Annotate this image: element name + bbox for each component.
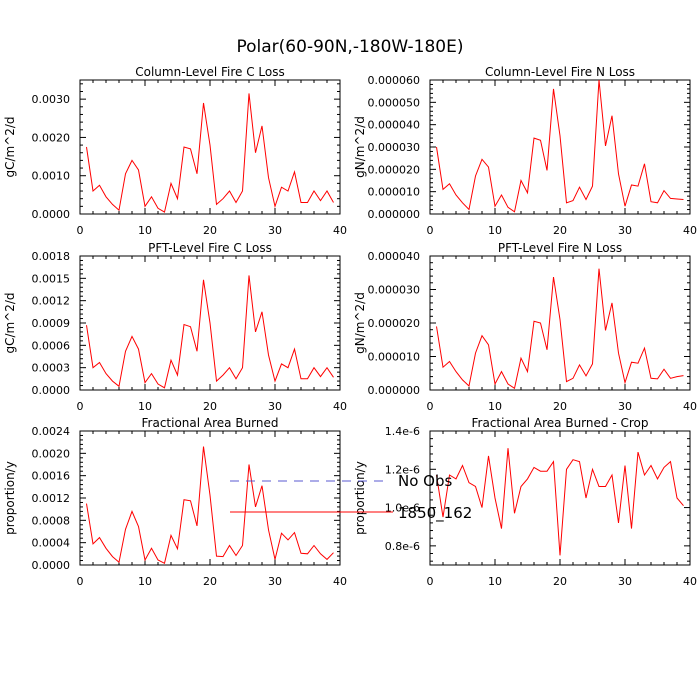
y-tick-label: 0.0020: [32, 447, 71, 460]
x-tick-label: 0: [427, 575, 434, 588]
y-tick-label: 0.000030: [368, 284, 421, 297]
series-line: [436, 268, 684, 390]
chart-fractional-area-burned-crop: Fractional Area Burned - Crop proportion/…: [353, 416, 697, 588]
x-tick-label: 20: [203, 575, 217, 588]
chart-column-c-loss: Column-Level Fire C Loss gC/m^2/d 0 10 20 30 4…: [3, 65, 347, 237]
y-tick-label: 0.0009: [32, 317, 71, 330]
y-tick-label: 0.8e-6: [385, 540, 420, 553]
y-tick-label: 0.0000: [32, 208, 71, 221]
x-tick-label: 0: [77, 575, 84, 588]
y-tick-label: 0.0016: [32, 470, 71, 483]
y-tick-label: 1.4e-6: [385, 425, 420, 438]
series-line: [86, 93, 334, 213]
x-tick-label: 20: [553, 224, 567, 237]
x-tick-label: 10: [488, 575, 502, 588]
y-tick-label: 0.000000: [368, 208, 421, 221]
chart-pft-n-loss: PFT-Level Fire N Loss gN/m^2/d 0 10 20 30 40 0.…: [353, 241, 697, 413]
y-tick-label: 1.0e-6: [385, 502, 420, 515]
y-tick-label: 0.0010: [32, 170, 71, 183]
x-tick-label: 20: [203, 400, 217, 413]
x-tick-label: 40: [333, 400, 347, 413]
x-tick-label: 20: [553, 575, 567, 588]
x-tick-label: 20: [203, 224, 217, 237]
y-tick-label: 0.0015: [32, 272, 71, 285]
x-tick-label: 0: [77, 224, 84, 237]
x-tick-label: 10: [138, 400, 152, 413]
x-tick-label: 10: [138, 224, 152, 237]
chart-pft-c-loss: PFT-Level Fire C Loss gC/m^2/d 0 10 20 30 40 0.…: [3, 241, 347, 413]
y-tick-label: 0.000010: [368, 186, 421, 199]
chart-fractional-area-burned: Fractional Area Burned proportion/y 0 10 20 3…: [3, 416, 347, 588]
legend: No Obs 1850_162: [230, 472, 472, 523]
y-tick-label: 0.000040: [368, 250, 421, 263]
chart-column-n-loss: Column-Level Fire N Loss gN/m^2/d 0 10 20 30 4…: [353, 65, 697, 237]
y-axis-label: proportion/y: [353, 461, 367, 535]
y-axis-label: gN/m^2/d: [353, 292, 367, 354]
y-tick-label: 0.000030: [368, 141, 421, 154]
chart-title: PFT-Level Fire N Loss: [498, 241, 622, 255]
plot-frame: [429, 79, 691, 215]
y-tick-label: 0.0008: [32, 514, 71, 527]
chart-title: PFT-Level Fire C Loss: [148, 241, 272, 255]
y-tick-label: 0.0012: [32, 492, 71, 505]
y-tick-label: 0.000040: [368, 119, 421, 132]
y-tick-label: 0.0004: [32, 537, 71, 550]
chart-title: Fractional Area Burned: [142, 416, 279, 430]
x-tick-label: 40: [683, 400, 697, 413]
x-tick-label: 40: [333, 224, 347, 237]
x-tick-label: 40: [683, 575, 697, 588]
x-tick-label: 30: [268, 400, 282, 413]
y-tick-label: 0.0030: [32, 93, 71, 106]
plot-frame: [429, 430, 691, 566]
y-tick-label: 0.000010: [368, 351, 421, 364]
series-line: [86, 275, 334, 389]
y-tick-label: 0.0012: [32, 295, 71, 308]
series-line: [436, 79, 684, 213]
y-tick-label: 0.000020: [368, 317, 421, 330]
y-tick-label: 0.000020: [368, 163, 421, 176]
x-tick-label: 30: [618, 575, 632, 588]
chart-title: Column-Level Fire C Loss: [135, 65, 285, 79]
y-tick-label: 0.000060: [368, 74, 421, 87]
x-tick-label: 40: [683, 224, 697, 237]
y-tick-label: 0.0006: [32, 339, 71, 352]
x-tick-label: 10: [488, 224, 502, 237]
y-axis-label: gN/m^2/d: [353, 116, 367, 178]
x-tick-label: 0: [77, 400, 84, 413]
x-tick-label: 30: [618, 400, 632, 413]
x-tick-label: 10: [138, 575, 152, 588]
y-tick-label: 0.0024: [32, 425, 71, 438]
figure-title: Polar(60-90N,-180W-180E): [237, 37, 464, 57]
y-tick-label: 0.000050: [368, 96, 421, 109]
series-line: [436, 448, 684, 556]
y-tick-label: 0.0020: [32, 131, 71, 144]
chart-title: Column-Level Fire N Loss: [485, 65, 635, 79]
y-axis-label: gC/m^2/d: [3, 116, 17, 177]
legend-label-1850-162: 1850_162: [398, 504, 472, 523]
y-tick-label: 0.0018: [32, 250, 71, 263]
y-axis-label: proportion/y: [3, 461, 17, 535]
x-tick-label: 40: [333, 575, 347, 588]
y-tick-label: 0.0000: [32, 384, 71, 397]
y-tick-label: 0.0000: [32, 559, 71, 572]
x-tick-label: 30: [268, 575, 282, 588]
legend-label-no-obs: No Obs: [398, 472, 452, 490]
y-tick-label: 0.000000: [368, 384, 421, 397]
x-tick-label: 0: [427, 400, 434, 413]
series-line: [86, 446, 334, 565]
x-tick-label: 30: [618, 224, 632, 237]
x-tick-label: 0: [427, 224, 434, 237]
x-tick-label: 20: [553, 400, 567, 413]
x-tick-label: 10: [488, 400, 502, 413]
y-tick-label: 0.0003: [32, 362, 71, 375]
y-axis-label: gC/m^2/d: [3, 292, 17, 353]
y-tick-label: 1.2e-6: [385, 463, 420, 476]
x-tick-label: 30: [268, 224, 282, 237]
chart-title: Fractional Area Burned - Crop: [472, 416, 649, 430]
